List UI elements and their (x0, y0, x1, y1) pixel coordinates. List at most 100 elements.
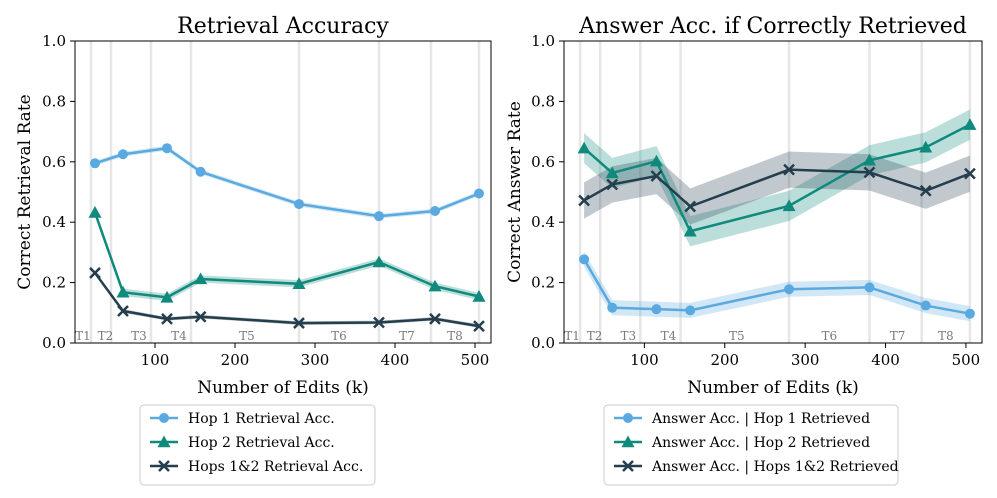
x-axis-ticks: 100 200 300 400 500 (141, 343, 489, 369)
data-point (605, 166, 619, 179)
panel-title: Answer Acc. if Correctly Retrieved (578, 14, 967, 39)
plot-frame (74, 40, 492, 344)
data-point (607, 302, 618, 313)
y-axis-label: Correct Answer Rate (505, 101, 525, 283)
series-band (584, 251, 970, 322)
data-point (783, 163, 795, 176)
data-point (649, 154, 663, 167)
legend-label: Answer Acc. | Hop 1 Retrieved (651, 411, 870, 427)
y-tick-label: 0.0 (531, 334, 555, 352)
x-axis-label: Number of Edits (k) (197, 378, 369, 398)
task-label: T6 (331, 329, 347, 343)
y-tick-label: 0.0 (42, 334, 66, 352)
series-lines (93, 146, 480, 328)
data-point (964, 167, 976, 180)
data-point (864, 282, 875, 293)
data-point (919, 140, 933, 153)
data-point (292, 277, 306, 290)
data-point (374, 211, 384, 222)
data-point (621, 435, 635, 448)
y-tick-label: 0.4 (531, 213, 555, 231)
task-label: T5 (239, 329, 255, 343)
data-point (863, 166, 876, 179)
data-point (964, 308, 975, 319)
legend-label: Hops 1&2 Retrieval Acc. (188, 459, 363, 475)
data-point (372, 255, 386, 268)
data-point (117, 305, 129, 317)
data-point (159, 413, 169, 423)
legend-box (603, 404, 899, 486)
data-point (684, 200, 697, 213)
series-line (583, 258, 971, 315)
y-axis-ticks: 0.0 0.2 0.4 0.6 0.8 1.0 (531, 32, 564, 352)
data-point (160, 290, 174, 303)
data-point (782, 199, 796, 212)
data-point (963, 118, 977, 130)
data-point (90, 158, 100, 169)
confidence-bands (584, 109, 970, 322)
series-band (95, 145, 479, 219)
data-point (685, 305, 696, 316)
data-point (683, 224, 697, 237)
data-point (579, 254, 590, 265)
data-point (919, 184, 932, 197)
data-point (474, 188, 484, 199)
task-labels: T1 T2 T3 T4 T5 T6 T7 T8 (564, 329, 953, 343)
data-point (862, 153, 876, 166)
task-label: T8 (447, 329, 463, 343)
y-tick-label: 0.2 (42, 274, 66, 292)
series-line (94, 146, 480, 218)
y-axis-label: Correct Retrieval Rate (15, 94, 35, 289)
legend-label: Answer Acc. | Hop 2 Retrieved (651, 435, 870, 451)
x-tick-label: 500 (952, 351, 981, 369)
series-markers (88, 143, 486, 332)
data-point (428, 279, 442, 292)
x-tick-label: 200 (710, 351, 739, 369)
series-line (93, 212, 480, 299)
data-point (473, 320, 485, 332)
legend-box (139, 404, 376, 486)
legend-label: Answer Acc. | Hops 1&2 Retrieved (651, 459, 899, 475)
data-point (577, 141, 591, 154)
data-point (116, 285, 130, 298)
data-point (373, 316, 385, 329)
task-label: T7 (399, 329, 415, 343)
data-point (194, 310, 207, 323)
data-point (606, 178, 619, 191)
data-point (118, 149, 128, 160)
data-point (429, 312, 441, 325)
y-tick-label: 1.0 (531, 32, 555, 50)
task-label: T4 (661, 329, 677, 343)
y-tick-label: 0.4 (42, 213, 66, 231)
task-label: T5 (729, 329, 745, 343)
task-label: T6 (821, 329, 837, 343)
data-point (89, 267, 101, 279)
x-tick-label: 400 (381, 351, 410, 369)
data-point (920, 300, 931, 311)
data-point (623, 413, 633, 423)
data-point (622, 460, 634, 472)
series-lines (583, 123, 971, 315)
x-tick-label: 300 (301, 351, 330, 369)
x-tick-label: 100 (630, 351, 659, 369)
series-markers (577, 118, 977, 319)
task-label: T2 (98, 329, 114, 343)
x-tick-label: 200 (221, 351, 250, 369)
series-band (95, 208, 479, 302)
legend-label: Hop 1 Retrieval Acc. (188, 411, 335, 427)
data-point (650, 170, 663, 182)
data-point (162, 143, 172, 154)
legend-label: Hop 2 Retrieval Acc. (188, 435, 335, 451)
x-tick-label: 300 (791, 351, 820, 369)
panel-title: Retrieval Accuracy (177, 14, 389, 39)
data-point (472, 289, 486, 302)
task-label: T3 (620, 329, 636, 343)
confidence-bands (95, 145, 479, 328)
x-axis-label: Number of Edits (k) (687, 378, 859, 398)
data-point (161, 312, 173, 325)
data-point (294, 199, 304, 210)
data-point (430, 206, 440, 217)
legend: Answer Acc. | Hop 1 Retrieved Answer Acc.… (603, 404, 899, 486)
data-point (157, 435, 171, 448)
